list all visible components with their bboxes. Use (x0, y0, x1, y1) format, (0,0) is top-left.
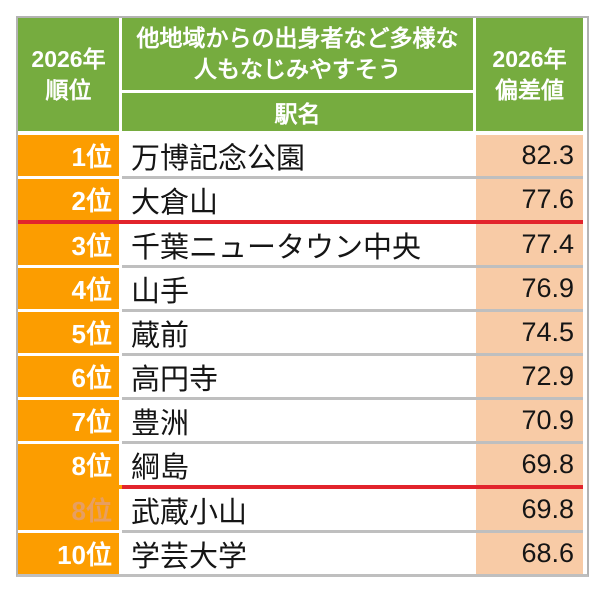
row-separator (18, 441, 587, 444)
table-row: 4位 山手 76.9 (18, 268, 587, 309)
column-divider (473, 18, 476, 131)
value-cell: 72.9 (476, 356, 583, 397)
rank-cell: 10位 (18, 533, 119, 574)
table-row: 3位 千葉ニュータウン中央 77.4 (18, 224, 587, 265)
station-cell: 万博記念公園 (122, 135, 473, 176)
row-separator (18, 397, 587, 400)
ranking-table: 2026年 順位 他地域からの出身者など多様な 人もなじみやすそう 駅名 202… (16, 16, 589, 577)
row-separator (18, 309, 587, 312)
station-column-header: 駅名 (122, 93, 473, 131)
table-header: 2026年 順位 他地域からの出身者など多様な 人もなじみやすそう 駅名 202… (18, 18, 587, 131)
group-title-line2: 人もなじみやすそう (194, 56, 401, 82)
rank-cell-faded: 8位 (18, 489, 119, 530)
station-cell: 千葉ニュータウン中央 (122, 224, 473, 265)
red-divider (18, 485, 587, 489)
value-cell: 69.8 (476, 444, 583, 485)
rank-cell: 4位 (18, 268, 119, 309)
value-header-line1: 2026年 (492, 45, 567, 72)
value-cell: 68.6 (476, 533, 583, 574)
table-row: 8位 武蔵小山 69.8 (18, 489, 587, 530)
header-divider (122, 90, 473, 93)
value-cell: 77.4 (476, 224, 583, 265)
red-divider (18, 220, 587, 224)
column-divider (119, 18, 122, 131)
value-header-line2: 偏差値 (495, 76, 564, 103)
table-row: 1位 万博記念公園 82.3 (18, 135, 587, 176)
station-cell: 学芸大学 (122, 533, 473, 574)
rank-header-line1: 2026年 (31, 45, 106, 72)
rank-cell: 8位 (18, 444, 119, 485)
value-cell: 77.6 (476, 179, 583, 220)
table-row: 2位 大倉山 77.6 (18, 179, 587, 220)
rank-cell: 7位 (18, 400, 119, 441)
row-separator (18, 176, 587, 179)
table-row: 6位 高円寺 72.9 (18, 356, 587, 397)
value-cell: 74.5 (476, 312, 583, 353)
station-cell: 山手 (122, 268, 473, 309)
station-cell: 蔵前 (122, 312, 473, 353)
station-cell: 豊洲 (122, 400, 473, 441)
value-cell: 69.8 (476, 489, 583, 530)
value-cell: 82.3 (476, 135, 583, 176)
rank-cell: 1位 (18, 135, 119, 176)
rank-header-line2: 順位 (45, 76, 92, 103)
row-separator (18, 131, 587, 135)
rank-cell: 2位 (18, 179, 119, 220)
station-cell: 高円寺 (122, 356, 473, 397)
value-cell: 76.9 (476, 268, 583, 309)
row-separator (18, 265, 587, 268)
table-row: 5位 蔵前 74.5 (18, 312, 587, 353)
value-cell: 70.9 (476, 400, 583, 441)
rank-column-header: 2026年 順位 (18, 18, 119, 131)
station-cell: 武蔵小山 (122, 489, 473, 530)
station-cell: 大倉山 (122, 179, 473, 220)
rank-cell: 6位 (18, 356, 119, 397)
rank-cell: 5位 (18, 312, 119, 353)
station-cell: 綱島 (122, 444, 473, 485)
table-row: 7位 豊洲 70.9 (18, 400, 587, 441)
middle-column-header: 他地域からの出身者など多様な 人もなじみやすそう 駅名 (122, 18, 473, 131)
group-title: 他地域からの出身者など多様な 人もなじみやすそう (122, 18, 473, 90)
row-separator (18, 353, 587, 356)
table-row: 10位 学芸大学 68.6 (18, 533, 587, 574)
group-title-line1: 他地域からの出身者など多様な (136, 25, 459, 51)
rank-cell: 3位 (18, 224, 119, 265)
value-column-header: 2026年 偏差値 (476, 18, 583, 131)
table-row: 8位 綱島 69.8 (18, 444, 587, 485)
row-separator (18, 530, 587, 533)
